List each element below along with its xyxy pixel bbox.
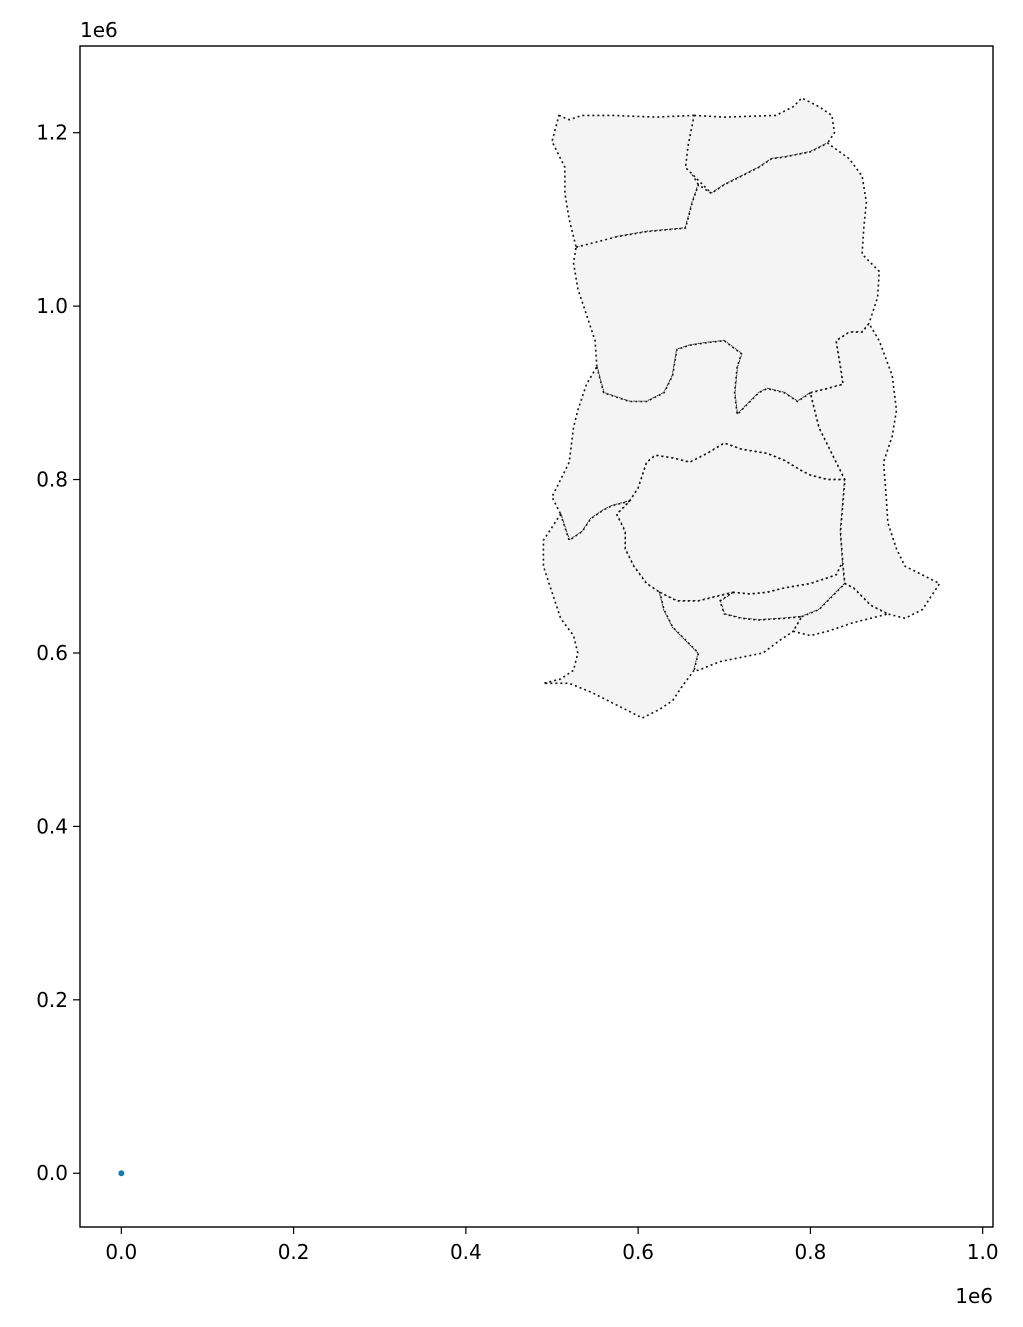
x-tick-label: 0.6 [622, 1240, 654, 1264]
x-offset-label: 1e6 [955, 1284, 993, 1308]
regions-layer [543, 98, 939, 718]
y-tick-label: 0.4 [36, 814, 68, 838]
y-offset-label: 1e6 [80, 18, 118, 42]
points-layer [118, 1170, 124, 1176]
x-tick-label: 0.2 [278, 1240, 310, 1264]
data-point [118, 1170, 124, 1176]
x-tick-label: 0.4 [450, 1240, 482, 1264]
region-upper-west [552, 115, 698, 247]
y-tick-label: 0.6 [36, 641, 68, 665]
y-tick-label: 0.0 [36, 1161, 68, 1185]
y-tick-label: 0.8 [36, 468, 68, 492]
y-axis: 0.0 0.2 0.4 0.6 0.8 1.0 1.2 [36, 121, 80, 1186]
y-tick-label: 1.2 [36, 121, 68, 145]
x-tick-label: 1.0 [967, 1240, 999, 1264]
x-tick-label: 0.0 [105, 1240, 137, 1264]
y-tick-label: 1.0 [36, 294, 68, 318]
x-tick-label: 0.8 [794, 1240, 826, 1264]
x-axis: 0.0 0.2 0.4 0.6 0.8 1.0 [105, 1227, 998, 1264]
y-tick-label: 0.2 [36, 988, 68, 1012]
